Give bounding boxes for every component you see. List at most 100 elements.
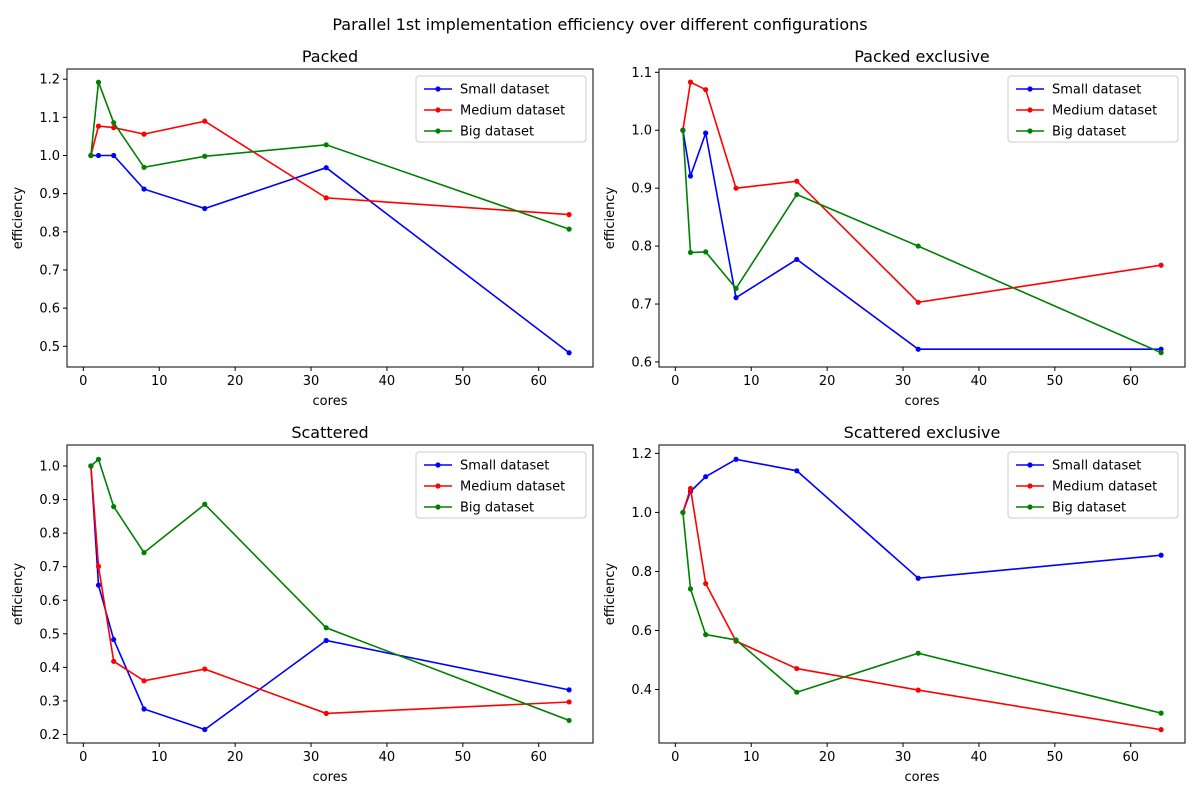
data-point — [703, 632, 709, 638]
data-point — [141, 678, 147, 684]
x-tick-label: 0 — [79, 374, 87, 389]
legend-label: Small dataset — [460, 459, 549, 474]
data-point — [687, 485, 694, 492]
x-tick-label: 40 — [379, 374, 396, 389]
y-tick-label: 1.0 — [631, 506, 652, 521]
axes-frame — [66, 68, 594, 368]
data-point — [566, 226, 572, 232]
series-line — [682, 488, 1162, 731]
data-point — [915, 575, 921, 581]
axes-frame — [658, 444, 1186, 744]
x-tick-label: 10 — [151, 750, 168, 765]
series-line — [90, 154, 570, 354]
data-point — [794, 256, 800, 263]
data-point — [680, 127, 686, 133]
data-point — [680, 509, 686, 516]
y-tick-label: 0.8 — [631, 565, 652, 580]
y-tick-label: 1.2 — [631, 447, 652, 462]
legend: Small dataset Medium dataset Big dataset — [1007, 451, 1179, 519]
x-tick-label: 30 — [895, 374, 912, 389]
data-point — [1158, 350, 1164, 356]
x-tick-label: 20 — [227, 750, 244, 765]
legend-label: Small dataset — [460, 83, 549, 98]
data-point — [915, 687, 921, 693]
legend-marker — [1027, 483, 1033, 489]
y-tick-label: 1.0 — [39, 149, 60, 164]
data-point — [141, 131, 147, 137]
x-axis-label: cores — [313, 394, 348, 409]
y-tick-label: 0.6 — [631, 624, 652, 639]
x-tick-label: 50 — [1047, 750, 1064, 765]
data-point — [566, 699, 572, 705]
data-point — [111, 658, 117, 664]
x-tick-label: 30 — [303, 374, 320, 389]
data-point — [915, 650, 921, 656]
x-axis-label: cores — [313, 770, 348, 785]
data-point — [88, 463, 94, 469]
data-point — [566, 350, 572, 356]
x-axis-label: cores — [905, 770, 940, 785]
data-point — [323, 165, 329, 171]
data-point — [733, 637, 739, 643]
y-tick-label: 0.5 — [39, 627, 60, 642]
data-point — [687, 79, 694, 85]
legend-marker — [1027, 86, 1033, 92]
data-point — [915, 243, 921, 249]
x-tick-label: 20 — [227, 374, 244, 389]
data-point — [141, 706, 147, 712]
data-point — [141, 164, 147, 170]
legend-label: Big dataset — [1052, 125, 1126, 140]
y-tick-label: 0.9 — [39, 187, 60, 202]
axes-frame — [658, 68, 1186, 368]
legend-frame — [1007, 75, 1179, 143]
chart-title: Packed exclusive — [854, 47, 990, 66]
y-tick-label: 0.8 — [39, 527, 60, 542]
data-point — [323, 710, 329, 716]
chart-panel: Scattered exclusive 0 10 20 30 40 50 60 0.4 0.6 0.… — [603, 423, 1186, 785]
data-point — [141, 550, 147, 556]
data-point — [687, 249, 694, 256]
data-point — [794, 689, 800, 695]
legend-marker — [435, 128, 441, 134]
legend: Small dataset Medium dataset Big dataset — [415, 451, 587, 519]
y-tick-label: 0.8 — [631, 240, 652, 255]
y-tick-label: 0.6 — [631, 355, 652, 370]
data-point — [1158, 710, 1164, 716]
legend-marker — [1027, 107, 1033, 113]
data-point — [687, 173, 694, 179]
legend: Small dataset Medium dataset Big dataset — [1007, 75, 1179, 143]
x-tick-label: 60 — [1122, 374, 1139, 389]
x-tick-label: 60 — [530, 750, 547, 765]
legend-label: Big dataset — [1052, 501, 1126, 516]
legend-marker — [435, 483, 441, 489]
x-tick-label: 40 — [971, 750, 988, 765]
y-tick-label: 0.5 — [39, 340, 60, 355]
x-tick-label: 20 — [819, 750, 836, 765]
series-line — [682, 512, 1162, 714]
chart-title: Packed — [302, 47, 358, 66]
x-tick-label: 0 — [671, 374, 679, 389]
data-point — [733, 295, 739, 301]
x-tick-label: 40 — [379, 750, 396, 765]
x-tick-label: 50 — [1047, 374, 1064, 389]
data-point — [915, 299, 921, 305]
y-axis-label: efficiency — [11, 186, 26, 249]
data-point — [141, 186, 147, 192]
data-point — [95, 123, 102, 129]
data-point — [88, 152, 94, 159]
y-tick-label: 1.0 — [631, 124, 652, 139]
data-point — [323, 625, 329, 631]
y-axis-label: efficiency — [603, 186, 618, 249]
y-tick-label: 1.1 — [39, 111, 60, 126]
data-point — [323, 142, 329, 148]
data-point — [566, 687, 572, 693]
legend-marker — [1027, 462, 1033, 468]
legend-label: Medium dataset — [1052, 480, 1157, 495]
x-axis-label: cores — [905, 394, 940, 409]
y-tick-label: 0.4 — [631, 683, 652, 698]
figure-title: Parallel 1st implementation efficiency o… — [332, 15, 867, 34]
data-point — [566, 212, 572, 218]
x-tick-label: 60 — [1122, 750, 1139, 765]
data-point — [95, 563, 102, 569]
data-point — [323, 637, 329, 644]
